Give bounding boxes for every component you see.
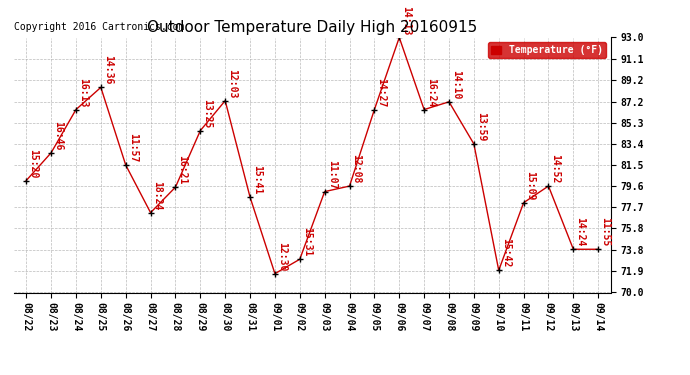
Text: 15:09: 15:09 bbox=[526, 171, 535, 200]
Text: 11:07: 11:07 bbox=[326, 160, 337, 189]
Text: 14:13: 14:13 bbox=[402, 6, 411, 35]
Text: 16:46: 16:46 bbox=[53, 121, 63, 150]
Text: 15:41: 15:41 bbox=[252, 165, 262, 195]
Text: 14:52: 14:52 bbox=[551, 154, 560, 183]
Text: 16:24: 16:24 bbox=[426, 78, 436, 107]
Text: 11:55: 11:55 bbox=[600, 217, 610, 247]
Text: 14:24: 14:24 bbox=[575, 217, 585, 247]
Text: 12:03: 12:03 bbox=[227, 69, 237, 98]
Text: 12:08: 12:08 bbox=[351, 154, 362, 183]
Text: 15:42: 15:42 bbox=[501, 238, 511, 268]
Text: 18:24: 18:24 bbox=[152, 181, 163, 210]
Legend: Temperature (°F): Temperature (°F) bbox=[489, 42, 606, 58]
Text: 14:27: 14:27 bbox=[376, 78, 386, 107]
Text: 11:57: 11:57 bbox=[128, 133, 138, 162]
Text: Copyright 2016 Cartronics.com: Copyright 2016 Cartronics.com bbox=[14, 22, 184, 32]
Text: 16:13: 16:13 bbox=[78, 78, 88, 107]
Text: 14:10: 14:10 bbox=[451, 70, 461, 99]
Text: 15:31: 15:31 bbox=[302, 227, 312, 257]
Text: 12:30: 12:30 bbox=[277, 242, 287, 271]
Text: 14:36: 14:36 bbox=[103, 56, 113, 85]
Text: 15:20: 15:20 bbox=[28, 148, 38, 178]
Text: 13:59: 13:59 bbox=[476, 112, 486, 141]
Text: 13:25: 13:25 bbox=[202, 99, 213, 128]
Title: Outdoor Temperature Daily High 20160915: Outdoor Temperature Daily High 20160915 bbox=[147, 20, 477, 35]
Text: 16:21: 16:21 bbox=[177, 155, 188, 184]
